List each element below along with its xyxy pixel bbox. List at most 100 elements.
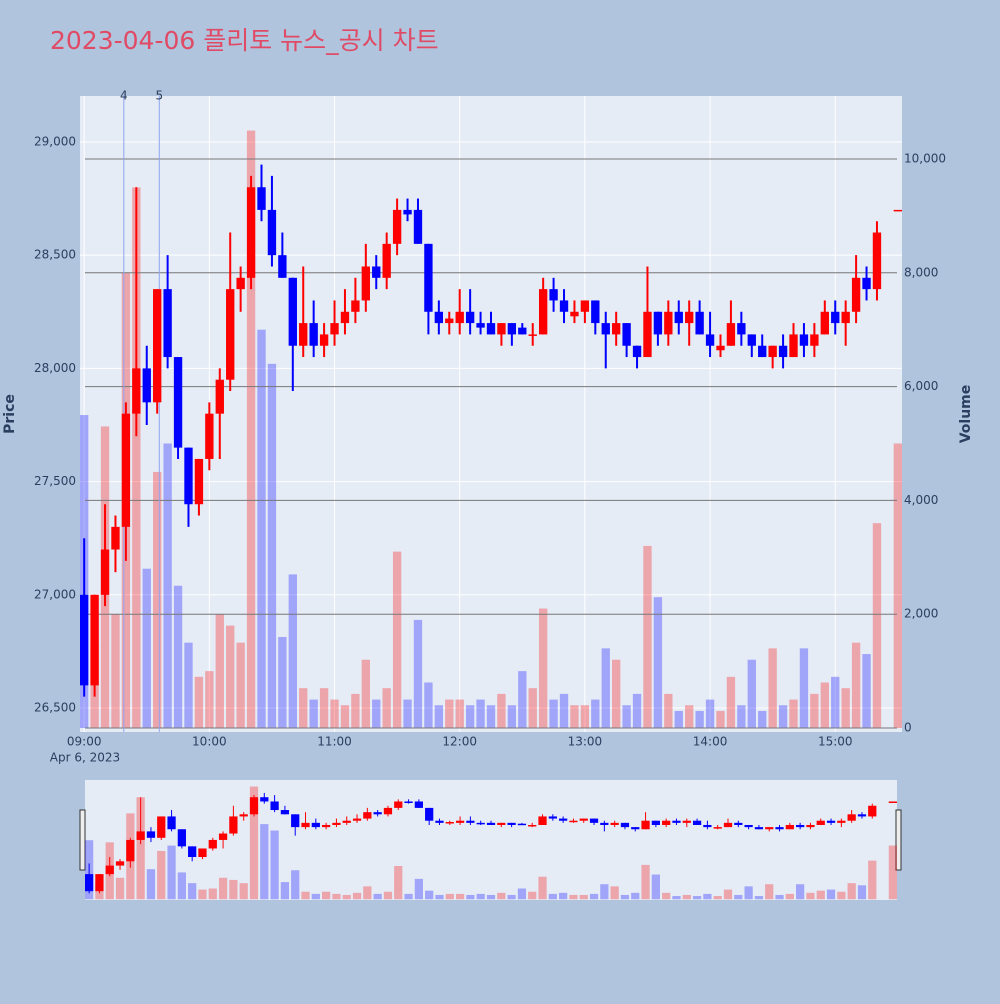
volume-bar <box>868 860 877 900</box>
candle-body <box>799 334 809 346</box>
candle-body <box>612 323 621 335</box>
candle-body <box>167 816 176 830</box>
volume-bar <box>246 130 256 729</box>
candle-body <box>476 323 485 328</box>
candle-body <box>789 334 798 358</box>
candle-body <box>831 311 840 324</box>
volume-bar <box>249 786 259 900</box>
volume-bar <box>280 882 290 900</box>
candle-body <box>775 827 784 830</box>
volume-bar <box>208 888 217 900</box>
candle-body <box>445 318 454 324</box>
y2-tick-label: 6,000 <box>904 379 938 393</box>
volume-bar <box>765 884 774 900</box>
volume-bar <box>799 648 809 729</box>
volume-bar <box>414 878 423 900</box>
candle-body <box>538 816 547 825</box>
volume-bar <box>713 896 722 900</box>
candle-body <box>413 209 423 244</box>
candle-body <box>226 289 235 380</box>
volume-bar <box>351 693 360 729</box>
volume-bar <box>806 892 815 900</box>
candle-body <box>580 300 590 312</box>
volume-bar <box>570 705 579 729</box>
candle-body <box>163 289 172 358</box>
candle-body <box>682 820 691 823</box>
candle-body <box>528 824 537 827</box>
candle-body <box>591 300 600 324</box>
x-tick-label: 12:00 <box>442 735 477 749</box>
candle-body <box>744 824 753 828</box>
volume-bar <box>692 896 702 900</box>
volume-bar <box>291 870 300 900</box>
volume-bar <box>685 705 694 729</box>
candle-body <box>278 255 287 278</box>
y2-tick-label: 10,000 <box>904 151 946 165</box>
volume-bar <box>601 648 610 729</box>
candle-body <box>716 345 725 351</box>
candle-body <box>229 816 238 834</box>
volume-bar <box>672 896 681 900</box>
candle-body <box>249 797 259 815</box>
slider-handle[interactable] <box>79 809 86 871</box>
volume-bar <box>548 893 557 900</box>
volume-bar <box>507 894 516 900</box>
candle-body <box>455 820 465 823</box>
candle-body <box>497 323 506 335</box>
candle-body <box>188 846 197 858</box>
volume-bar <box>435 894 444 900</box>
y-tick-label: 28,000 <box>34 361 76 375</box>
volume-bar <box>363 886 372 900</box>
x-tick-label: 09:00 <box>67 735 102 749</box>
y2-tick-label: 4,000 <box>904 493 938 507</box>
volume-bar <box>239 883 248 900</box>
volume-bar <box>726 676 736 729</box>
volume-bar <box>703 893 712 900</box>
candle-body <box>311 822 320 828</box>
volume-bar <box>403 699 412 729</box>
volume-bar <box>167 845 176 900</box>
volume-bar <box>466 894 475 900</box>
volume-bar <box>226 625 235 729</box>
range-slider[interactable] <box>85 780 897 900</box>
candle-body <box>239 814 248 817</box>
volume-bar <box>157 850 166 900</box>
volume-bar <box>205 671 214 729</box>
candle-body <box>528 334 537 336</box>
candle-body <box>85 874 94 892</box>
candle-body <box>361 266 370 301</box>
volume-bar <box>705 699 715 729</box>
candle-body <box>126 839 135 862</box>
candle-body <box>507 323 517 335</box>
y-tick-label: 26,500 <box>34 701 76 715</box>
volume-bar <box>559 892 568 900</box>
volume-bar <box>319 688 329 729</box>
candle-body <box>747 334 756 346</box>
y-tick-label: 27,000 <box>34 587 76 601</box>
candle-body <box>435 820 444 823</box>
candle-body <box>184 447 193 505</box>
candle-body <box>466 820 475 823</box>
candle-body <box>685 311 694 324</box>
candle-body <box>403 209 412 215</box>
volume-bar <box>382 688 391 729</box>
candle-body <box>643 311 652 358</box>
volume-bar <box>872 523 882 729</box>
candle-body <box>549 289 558 301</box>
candle-body <box>888 801 897 803</box>
candle-body <box>862 277 871 290</box>
x-tick-label: 15:00 <box>818 735 853 749</box>
volume-bar <box>847 883 856 900</box>
candle-body <box>340 311 350 324</box>
volume-bar <box>734 894 743 900</box>
volume-bar <box>816 890 825 900</box>
volume-bar <box>455 699 464 729</box>
candle-body <box>257 187 266 210</box>
candle-body <box>579 818 588 821</box>
candle-body <box>837 820 846 823</box>
volume-bar <box>188 883 197 900</box>
candle-body <box>796 824 805 828</box>
slider-handle[interactable] <box>895 809 902 871</box>
volume-bar <box>394 865 403 900</box>
